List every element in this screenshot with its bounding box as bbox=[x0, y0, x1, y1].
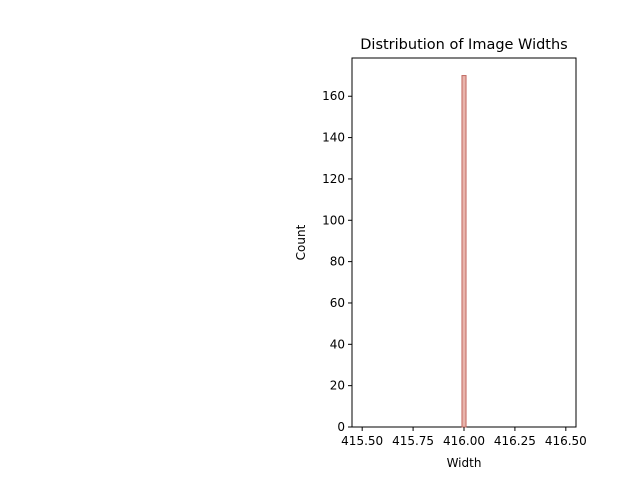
y-tick-label: 160 bbox=[322, 89, 345, 103]
x-tick-label: 415.75 bbox=[392, 434, 434, 448]
y-tick-label: 120 bbox=[322, 172, 345, 186]
y-tick-label: 0 bbox=[337, 420, 345, 434]
y-tick-label: 80 bbox=[330, 255, 345, 269]
x-tick-label: 416.25 bbox=[494, 434, 536, 448]
x-tick-label: 415.50 bbox=[341, 434, 383, 448]
x-tick-label: 416.50 bbox=[545, 434, 587, 448]
y-tick-label: 140 bbox=[322, 131, 345, 145]
y-tick-label: 100 bbox=[322, 213, 345, 227]
x-axis: 415.50 415.75 416.00 416.25 416.50 bbox=[341, 427, 587, 448]
x-axis-label: Width bbox=[447, 456, 482, 470]
y-axis: 0 20 40 60 80 100 120 140 160 bbox=[322, 89, 352, 434]
y-axis-label: Count bbox=[294, 224, 308, 260]
y-tick-label: 60 bbox=[330, 296, 345, 310]
y-tick-label: 40 bbox=[330, 337, 345, 351]
histogram-bar bbox=[461, 75, 467, 428]
chart-title: Distribution of Image Widths bbox=[360, 37, 568, 53]
bars-layer bbox=[461, 75, 467, 428]
y-tick-label: 20 bbox=[330, 379, 345, 393]
x-tick-label: 416.00 bbox=[443, 434, 485, 448]
